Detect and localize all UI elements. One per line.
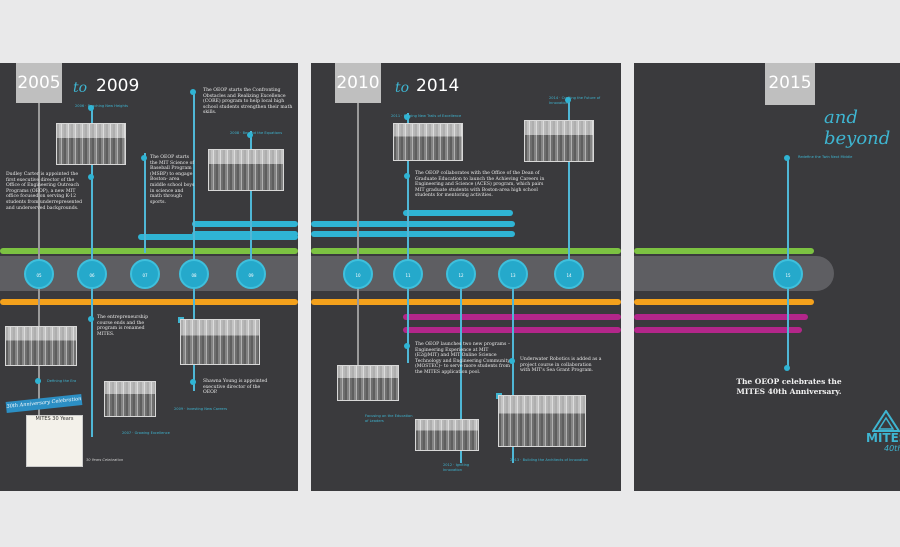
blue-stripe-1 <box>403 210 513 216</box>
photo-2014 <box>524 120 594 162</box>
timeline-panel-2010-2014: 2010 to 2014 10 11 12 13 14 2011 · Forgi… <box>311 63 621 491</box>
start-year: 2015 <box>765 63 815 105</box>
marker-dot <box>88 105 94 111</box>
timeline-panel-2015: 2015 and beyond Redefine the Twin Next M… <box>634 63 900 491</box>
marker-dot <box>35 378 41 384</box>
timeline-line-2012 <box>460 263 462 463</box>
label-2014: 2014 · Crafting the Future of Innovation <box>549 96 601 105</box>
timeline-line-2014 <box>568 99 570 279</box>
label-2011: 2011 · Forging New Trails of Excellence <box>391 114 462 118</box>
year-circle-08: 08 <box>179 259 209 289</box>
end-year: 2014 <box>416 76 460 96</box>
start-year: 2005 <box>16 63 62 103</box>
year-circle-10: 10 <box>343 259 373 289</box>
year-circle-11: 11 <box>393 259 423 289</box>
year-circle-07: 07 <box>130 259 160 289</box>
event-core: The OEOP starts the Confronting Obstacle… <box>203 88 293 116</box>
timeline-panel-2005-2009: 2005 to 2009 05 06 07 08 09 2006 · Reach… <box>0 63 298 491</box>
green-stripe <box>0 248 298 254</box>
year-circle-06: 06 <box>77 259 107 289</box>
timeline-line-2008 <box>250 131 252 281</box>
photo-2005 <box>5 326 77 366</box>
photo-2009 <box>180 319 260 365</box>
blue-stripe-2 <box>311 221 515 227</box>
marker-dot <box>784 155 790 161</box>
event-aces: The OEOP collaborates with the Office of… <box>415 171 545 199</box>
anniversary-poster: MITES 30 Years <box>26 415 83 467</box>
label-2013: 2013 · Building the Architects of Innova… <box>510 458 589 462</box>
mites-logo-sub: 40th <box>884 444 900 453</box>
label-2006: 2006 · Reaching New Heights <box>75 104 129 108</box>
mites-logo: MITES <box>866 431 900 445</box>
label-2012: 2012 · Igniting Innovation <box>443 463 470 472</box>
photo-2007 <box>104 381 156 417</box>
label-focus: Focusing on the Education of Leaders <box>365 414 413 423</box>
photo-2006 <box>56 123 126 165</box>
year-circle-12: 12 <box>446 259 476 289</box>
timeline-line-2009 <box>193 91 195 391</box>
marker-dot <box>190 379 196 385</box>
anniversary-banner: 30th Anniversary Celebration <box>5 394 83 413</box>
marker-dot <box>404 173 410 179</box>
year-circle-13: 13 <box>498 259 528 289</box>
photo-2011 <box>393 123 463 161</box>
celebration-text: The OEOP celebrates the MITES 40th Anniv… <box>736 377 842 396</box>
magenta-stripe-2 <box>634 327 802 333</box>
marker-dot <box>509 358 515 364</box>
year-circle-14: 14 <box>554 259 584 289</box>
photo-corner <box>496 393 502 399</box>
marker-dot <box>141 155 147 161</box>
photo-2010 <box>337 365 399 401</box>
photo-corner <box>178 317 184 323</box>
label-2008: 2008 · Beyond the Equations <box>230 131 283 135</box>
event-e2-mostec: The OEOP launches two new programs – Eng… <box>415 342 511 375</box>
event-robotics: Underwater Robotics is added as a projec… <box>520 357 602 374</box>
mites-logo-icon <box>872 410 900 432</box>
green-stripe <box>311 248 621 254</box>
label-2007: 2007 · Growing Excellence <box>122 431 170 435</box>
poster-text: MITES 30 Years <box>35 416 74 422</box>
orange-stripe <box>0 299 298 305</box>
timeline-line-2007 <box>144 153 146 253</box>
year-circle-15: 15 <box>773 259 803 289</box>
marker-dot <box>784 365 790 371</box>
caption: 30 Years Celebration <box>86 458 124 462</box>
photo-2012 <box>415 419 479 451</box>
timeline-line-2011 <box>407 113 409 363</box>
and-beyond-label: and beyond <box>824 107 891 149</box>
event-baseball: The OEOP starts the MIT Science of Baseb… <box>150 155 195 205</box>
end-year: 2009 <box>96 76 140 96</box>
grey-band <box>634 256 834 291</box>
marker-dot <box>247 132 253 138</box>
blue-stripe-3 <box>311 231 515 237</box>
marker-dot <box>88 174 94 180</box>
marker-dot <box>404 343 410 349</box>
label-defining: Defining the Era <box>47 379 77 383</box>
marker-dot <box>190 89 196 95</box>
orange-stripe <box>634 299 814 305</box>
photo-2013 <box>498 395 586 447</box>
year-circle-09: 09 <box>236 259 266 289</box>
label-2009: 2009 · Investing New Careers <box>174 407 228 411</box>
to-label: to <box>395 80 410 96</box>
orange-stripe <box>311 299 621 305</box>
marker-dot <box>565 97 571 103</box>
event-dudley: Dudley Carter is appointed the first exe… <box>6 172 83 211</box>
label-2015: Redefine the Twin Next Middle <box>798 155 853 159</box>
green-stripe <box>634 248 814 254</box>
start-year: 2010 <box>335 63 381 103</box>
event-shawna: Shawna Young is appointed executive dire… <box>203 379 268 396</box>
event-entrepreneurship: The entrepreneurship course ends and the… <box>97 315 149 337</box>
photo-2008 <box>208 149 284 191</box>
magenta-stripe-1 <box>634 314 808 320</box>
year-circle-05: 05 <box>24 259 54 289</box>
to-label: to <box>73 80 88 96</box>
marker-dot <box>88 316 94 322</box>
blue-stripe-3 <box>138 234 298 240</box>
blue-stripe-1 <box>192 221 298 227</box>
marker-dot <box>404 114 410 120</box>
timeline-grey-line <box>357 103 359 393</box>
